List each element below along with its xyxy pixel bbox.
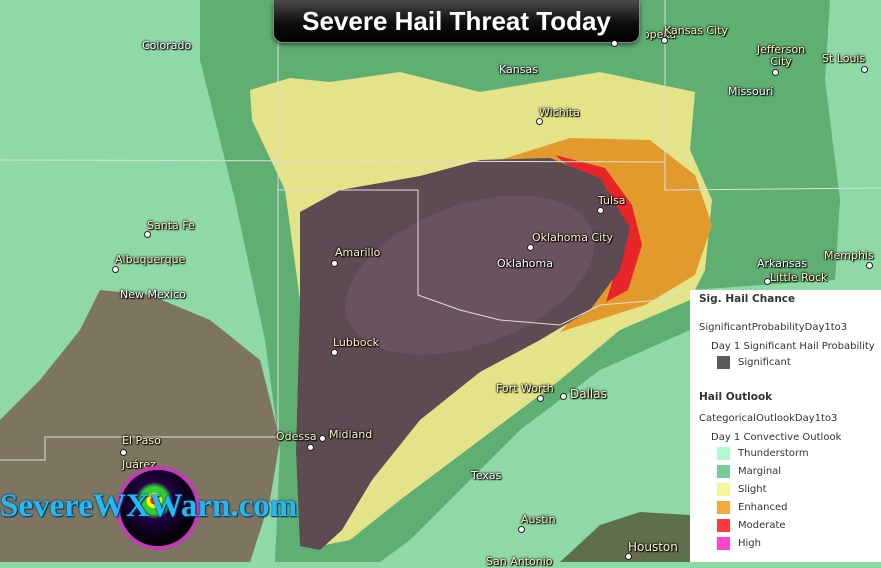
- state-label: Texas: [471, 469, 502, 482]
- legend-outlook-sublayer: Day 1 Convective Outlook: [711, 432, 842, 443]
- legend-outlook-heading: Hail Outlook: [699, 391, 773, 403]
- city-dot: [331, 260, 338, 267]
- city-dot: [144, 231, 151, 238]
- city-dot: [307, 444, 314, 451]
- city-label: Memphis: [824, 249, 874, 262]
- city-label: Oklahoma City: [532, 231, 614, 244]
- significant-core: [345, 195, 595, 355]
- legend-item-label: Slight: [738, 484, 767, 495]
- city-label: St Louis: [822, 52, 866, 65]
- city-dot: [764, 278, 771, 285]
- state-label: Colorado: [142, 39, 192, 52]
- legend-swatch-significant: [717, 356, 730, 369]
- city-label: Fort Worth: [496, 382, 554, 395]
- city-dot: [597, 207, 604, 214]
- city-dot: [861, 66, 868, 73]
- legend-sig-heading: Sig. Hail Chance: [699, 293, 796, 305]
- city-label: Amarillo: [335, 246, 381, 259]
- city-dot: [560, 393, 567, 400]
- city-dot: [527, 244, 534, 251]
- state-label: Missouri: [728, 85, 774, 98]
- city-label: Topeka: [638, 28, 677, 41]
- legend-item-label: Enhanced: [738, 502, 788, 513]
- city-dot: [772, 69, 779, 76]
- state-label: Kansas: [499, 63, 538, 76]
- city-dot: [331, 349, 338, 356]
- legend-swatch-high: [717, 537, 730, 550]
- city-label: El Paso: [122, 434, 161, 447]
- city-label: Albuquerque: [115, 253, 186, 266]
- legend-swatch-enhanced: [717, 501, 730, 514]
- legend-sig-layer: SignificantProbabilityDay1to3: [699, 322, 848, 333]
- legend-item-label: Marginal: [738, 466, 782, 477]
- city-label: Houston: [628, 540, 678, 554]
- city-dot: [319, 435, 326, 442]
- legend-outlook-layer: CategoricalOutlookDay1to3: [699, 413, 838, 424]
- logo-radar-icon: [116, 466, 200, 550]
- legend-swatch-moderate: [717, 519, 730, 532]
- legend-item-label: Thunderstorm: [738, 448, 809, 459]
- city-label: Wichita: [539, 106, 580, 119]
- legend-sig-sublayer: Day 1 Significant Hail Probability: [711, 341, 875, 352]
- city-label: Tulsa: [598, 194, 626, 207]
- legend-item-label: Moderate: [738, 520, 786, 531]
- city-dot: [536, 118, 543, 125]
- city-dot: [120, 449, 127, 456]
- city-label: Austin: [521, 513, 556, 526]
- legend-item-label: Significant: [738, 357, 791, 368]
- state-label: New Mexico: [120, 288, 186, 301]
- satellite-terrain-west: [0, 290, 280, 562]
- city-dot: [611, 40, 618, 47]
- city-label: Little Rock: [770, 271, 828, 284]
- city-dot: [518, 526, 525, 533]
- state-label: Arkansas: [757, 257, 808, 270]
- logo: SevereWXWarn.com: [0, 488, 298, 524]
- map-title: Severe Hail Threat Today: [273, 0, 640, 43]
- city-label: Dallas: [570, 387, 607, 401]
- legend-swatch-marginal: [717, 465, 730, 478]
- city-label: Midland: [329, 428, 373, 441]
- city-label: Odessa: [276, 430, 317, 443]
- city-label: Santa Fe: [147, 219, 195, 232]
- city-label: Kansas City: [664, 24, 728, 37]
- city-dot: [661, 37, 668, 44]
- city-label: Lubbock: [333, 336, 380, 349]
- satellite-terrain-east: [560, 512, 690, 562]
- legend-swatch-slight: [717, 483, 730, 496]
- legend-panel: Sig. Hail Chance SignificantProbabilityD…: [690, 290, 881, 562]
- state-label: Oklahoma: [497, 257, 553, 270]
- city-dot: [112, 266, 119, 273]
- city-dot: [625, 553, 632, 560]
- city-dot: [537, 395, 544, 402]
- legend-swatch-thunderstorm: [717, 447, 730, 460]
- legend-item-label: High: [738, 538, 761, 549]
- city-label: San Antonio: [486, 555, 553, 568]
- city-dot: [866, 262, 873, 269]
- city-label: Jefferson City: [756, 43, 806, 68]
